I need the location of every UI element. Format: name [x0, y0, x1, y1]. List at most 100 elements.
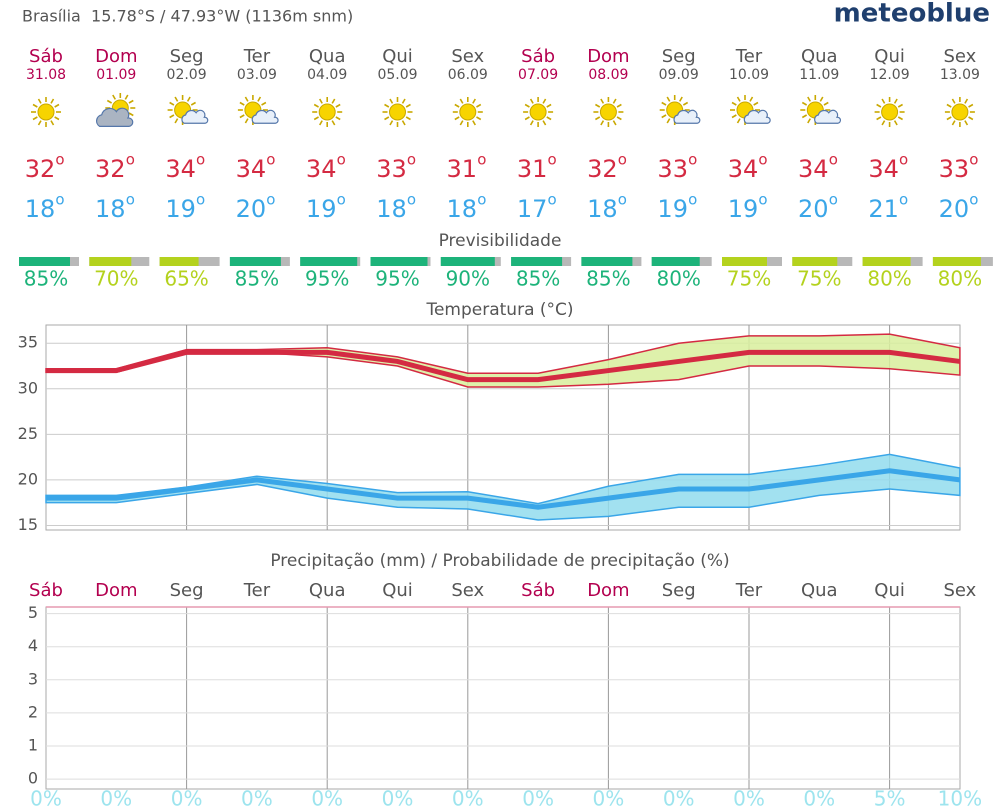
max-temperature: 31: [517, 155, 548, 183]
sun-ray: [666, 118, 671, 124]
sun-ray: [893, 120, 898, 126]
min-temperature: 18: [376, 195, 407, 223]
sun-ray: [335, 103, 341, 108]
x-tick-label: Sex: [943, 580, 976, 601]
min-temperature: 17: [517, 195, 548, 223]
predictability-label: 85%: [24, 267, 68, 291]
sun-ray: [542, 120, 547, 126]
sun-ray: [244, 96, 249, 102]
max-temperature: 34: [165, 155, 196, 183]
predictability-label: 95%: [375, 267, 419, 291]
day-date: 09.09: [659, 67, 699, 83]
sun-ray: [801, 114, 808, 119]
chart-title: Temperatura (°C): [425, 300, 573, 320]
sun-ray: [736, 96, 741, 102]
x-tick-label: Sáb: [29, 580, 63, 601]
sun-ray: [749, 96, 754, 102]
sun-ray: [313, 103, 319, 108]
min-temperature: 18: [447, 195, 478, 223]
sun-ray: [239, 101, 245, 106]
sun-ray: [128, 99, 134, 104]
day-date: 10.09: [729, 67, 769, 83]
x-tick-label: Qui: [382, 580, 413, 601]
day-name: Ter: [243, 46, 271, 67]
weather-icon: [874, 97, 905, 127]
day-date: 11.09: [799, 67, 839, 83]
predictability-bar: [651, 257, 700, 266]
probability-label: 10%: [938, 787, 982, 811]
plot-area: [45, 324, 961, 531]
sun-ray: [37, 120, 42, 126]
min-temperature: 19: [306, 195, 337, 223]
sun-ray: [529, 120, 534, 126]
day-name: Qua: [801, 46, 838, 67]
sun-ray: [946, 116, 952, 121]
degree-mark: o: [618, 191, 627, 209]
predictability-label: 90%: [446, 267, 490, 291]
degree-mark: o: [758, 151, 767, 169]
x-tick-label: Seg: [170, 580, 204, 601]
sun-ray: [459, 98, 464, 104]
sun-ray: [546, 103, 552, 108]
degree-mark: o: [126, 151, 135, 169]
brand-logo[interactable]: meteoblue: [834, 0, 990, 29]
sun-disc: [459, 103, 477, 121]
max-temperature: 32: [95, 155, 126, 183]
degree-mark: o: [899, 191, 908, 209]
x-tick-label: Seg: [662, 580, 696, 601]
sun-ray: [331, 98, 336, 104]
range-band: [45, 333, 961, 388]
sun-ray: [661, 101, 667, 106]
max-temperature: 34: [236, 155, 267, 183]
day-name: Dom: [587, 46, 629, 67]
min-temperature: 20: [236, 195, 267, 223]
degree-mark: o: [829, 151, 838, 169]
probability-label: 0%: [382, 787, 414, 811]
sun-ray: [546, 116, 552, 121]
max-temperature: 33: [657, 155, 688, 183]
day-date: 03.09: [237, 67, 277, 83]
predictability-label: 85%: [516, 267, 560, 291]
sun-ray: [679, 96, 683, 102]
degree-mark: o: [55, 191, 64, 209]
weather-icon: [730, 95, 771, 125]
x-tick-label: Ter: [243, 580, 271, 601]
sun-ray: [595, 116, 601, 121]
probability-label: 0%: [100, 787, 132, 811]
predictability-bar: [159, 257, 199, 266]
sun-ray: [897, 103, 903, 108]
probability-label: 0%: [30, 787, 62, 811]
min-temperature: 20: [939, 195, 970, 223]
degree-mark: o: [55, 151, 64, 169]
max-temperature: 34: [868, 155, 899, 183]
sun-ray: [244, 118, 249, 124]
sun-disc: [389, 103, 406, 121]
min-temperature: 19: [657, 195, 688, 223]
degree-mark: o: [969, 151, 978, 169]
predictability-label: 65%: [164, 267, 208, 291]
sun-ray: [542, 98, 547, 104]
cloud: [673, 109, 701, 124]
predictability-bar: [440, 257, 495, 266]
weather-icon: [659, 95, 701, 125]
sun-ray: [600, 120, 605, 126]
x-tick-label: Sex: [451, 580, 484, 601]
y-tick-label: 4: [28, 636, 38, 655]
sun-disc: [318, 103, 336, 121]
sun-ray: [666, 96, 671, 102]
y-tick-label: 35: [18, 333, 38, 352]
predictability-label: 95%: [305, 267, 349, 291]
min-temperature: 19: [728, 195, 759, 223]
weather-icon: [593, 97, 624, 127]
cloud: [181, 109, 209, 124]
sun-ray: [964, 98, 969, 104]
sun-ray: [389, 98, 394, 104]
sun-ray: [476, 103, 482, 108]
predictability-label: 80%: [938, 267, 982, 291]
sun-ray: [753, 101, 759, 106]
predictability-label: 85%: [586, 267, 630, 291]
sun-ray: [124, 94, 129, 100]
sun-ray: [951, 120, 956, 126]
sun-ray: [389, 120, 394, 126]
day-date: 12.09: [870, 67, 910, 83]
